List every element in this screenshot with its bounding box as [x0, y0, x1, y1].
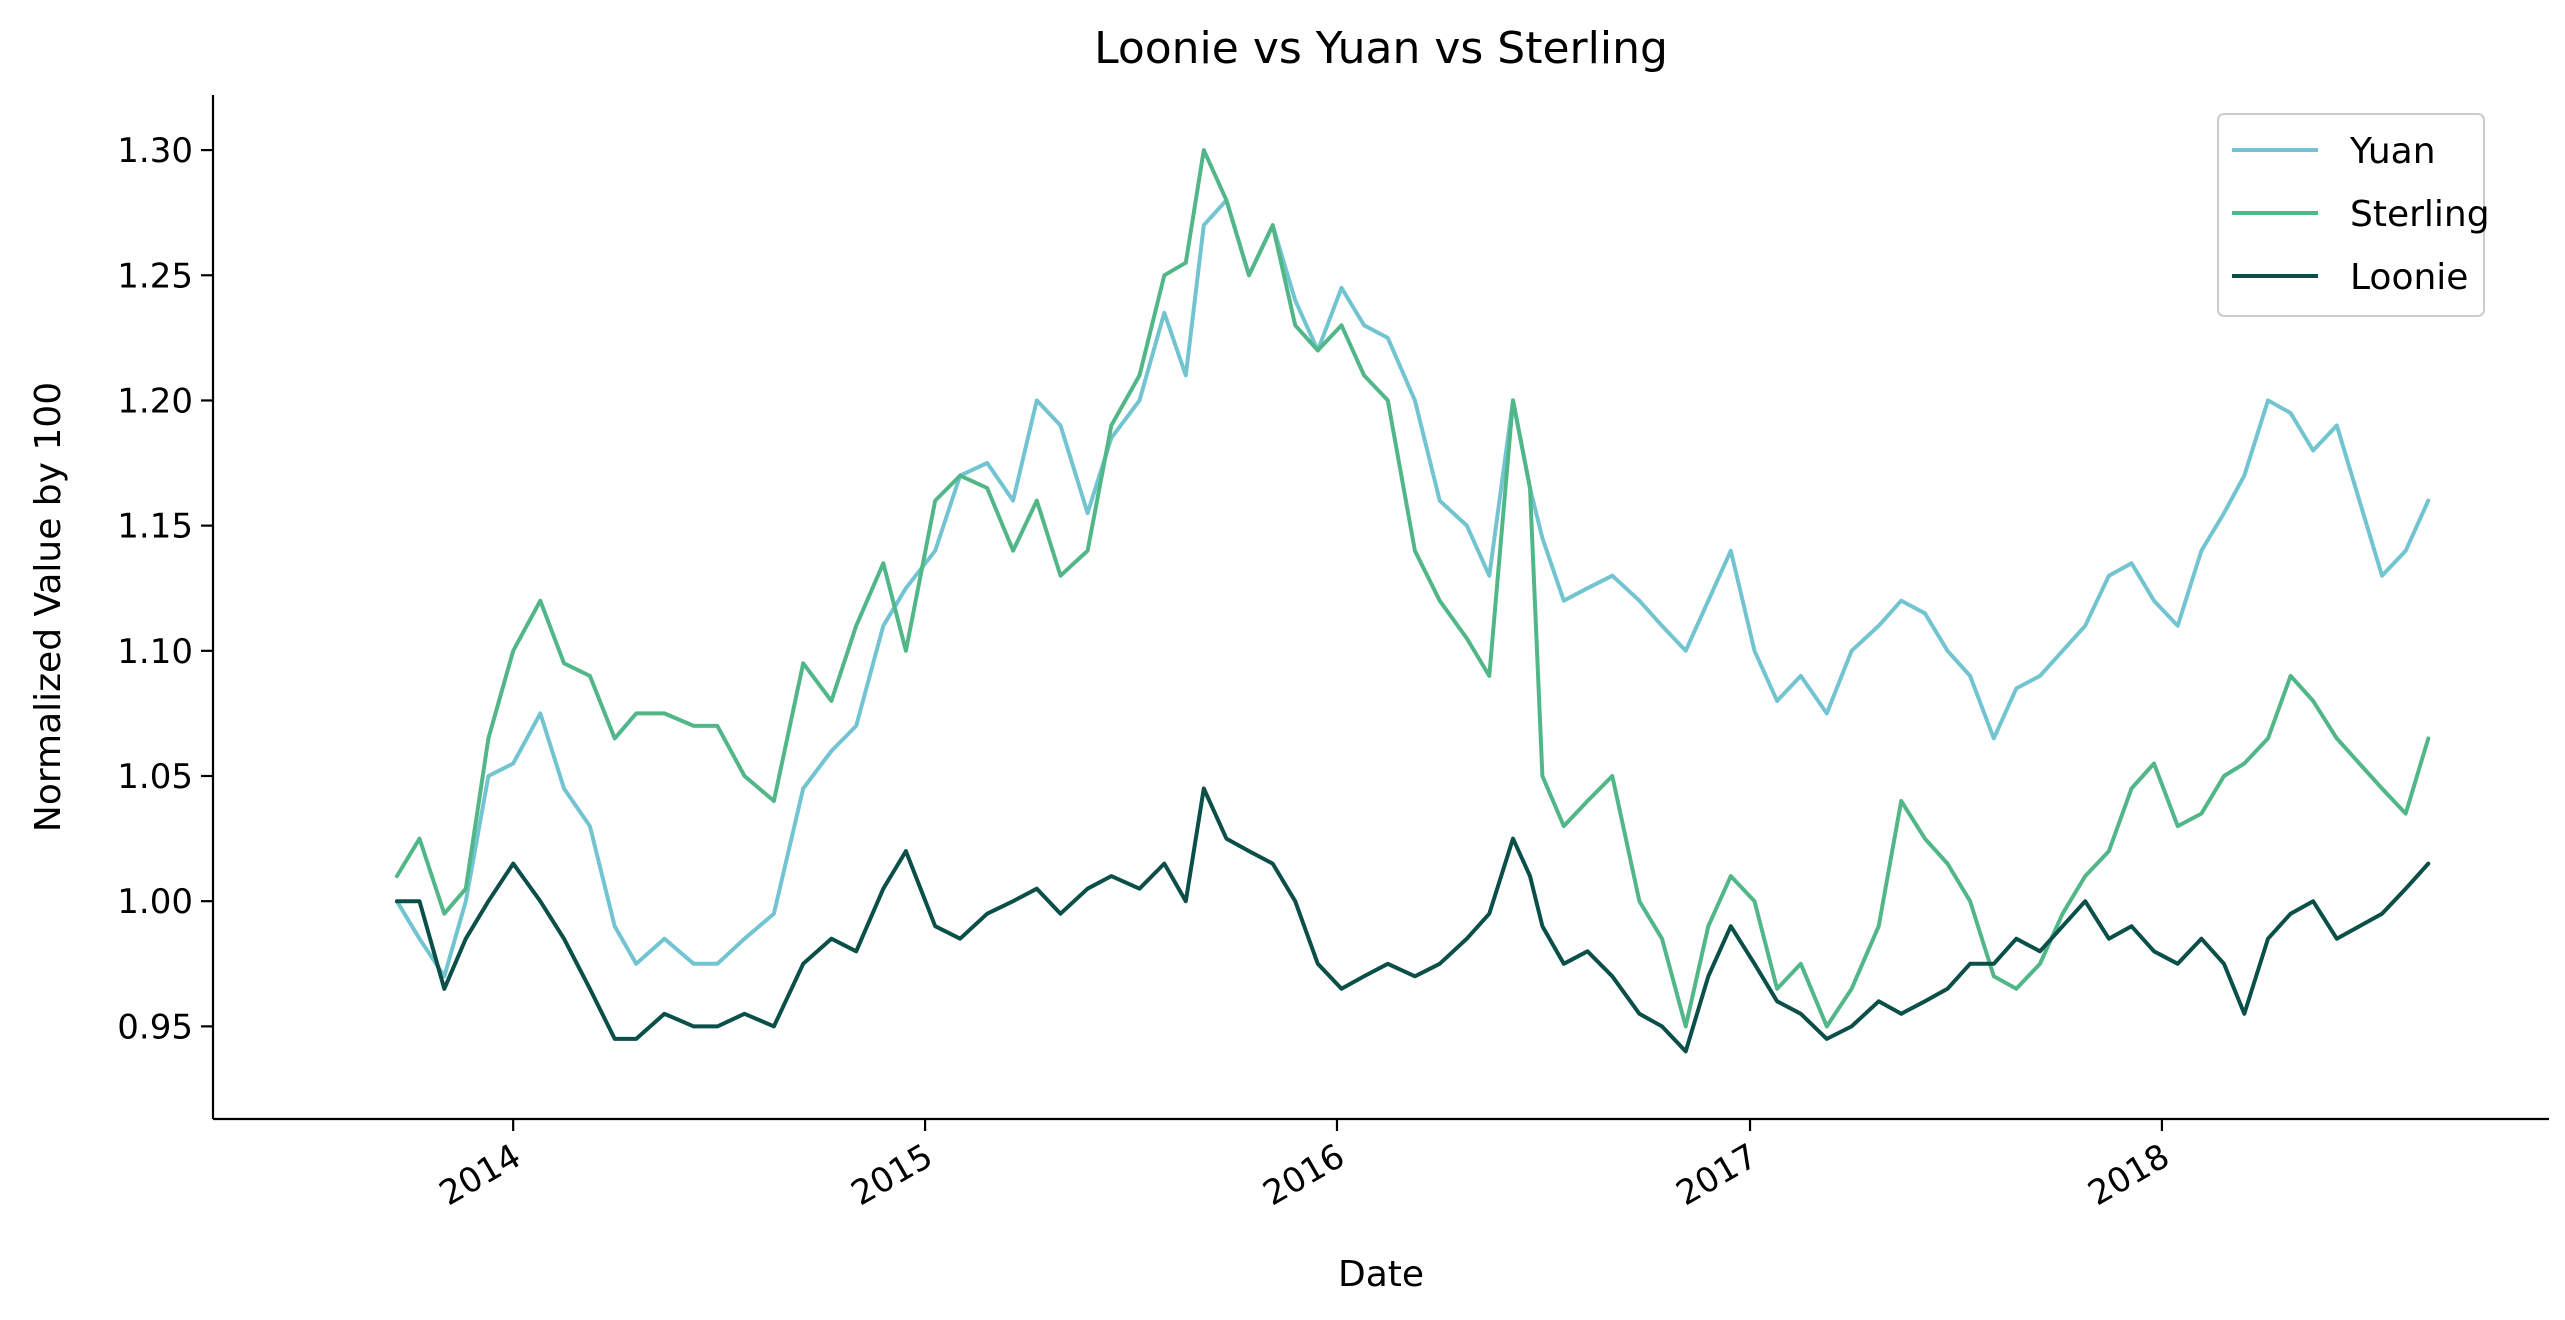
legend: Yuan Sterling Loonie [2217, 113, 2490, 317]
legend-items: Yuan Sterling Loonie [2232, 131, 2490, 298]
legend-label-loonie: Loonie [2350, 257, 2468, 298]
y-axis-label: Normalized Value by 100 [28, 382, 69, 832]
series-layer [394, 148, 2431, 1054]
legend-label-sterling: Sterling [2350, 194, 2490, 235]
y-tick-label: 0.95 [117, 1007, 193, 1047]
x-tick-label: 2015 [845, 1136, 940, 1214]
y-tick-label: 1.20 [117, 381, 193, 421]
x-tick-label: 2017 [1670, 1136, 1765, 1214]
y-tick-label: 1.05 [117, 757, 193, 797]
legend-label-yuan: Yuan [2349, 131, 2436, 172]
x-ticks: 2014 2015 2016 2017 2018 [433, 1119, 2176, 1214]
x-axis-label: Date [1338, 1254, 1424, 1295]
y-tick-label: 1.15 [117, 507, 193, 547]
axes [211, 95, 2549, 1121]
x-tick-label: 2018 [2081, 1136, 2176, 1214]
y-tick-label: 1.10 [117, 632, 193, 672]
x-tick-label: 2016 [1257, 1136, 1352, 1214]
chart-title: Loonie vs Yuan vs Sterling [1094, 23, 1668, 74]
series-line-sterling [394, 148, 2431, 1029]
y-tick-label: 1.25 [117, 256, 193, 296]
y-ticks: 0.95 1.00 1.05 1.10 1.15 1.20 1.25 1.30 [117, 131, 213, 1047]
legend-box [2217, 113, 2485, 317]
series-line-yuan [394, 198, 2431, 979]
series-line-loonie [394, 786, 2431, 1054]
x-tick-label: 2014 [433, 1136, 528, 1214]
y-tick-label: 1.00 [117, 882, 193, 922]
y-tick-label: 1.30 [117, 131, 193, 171]
